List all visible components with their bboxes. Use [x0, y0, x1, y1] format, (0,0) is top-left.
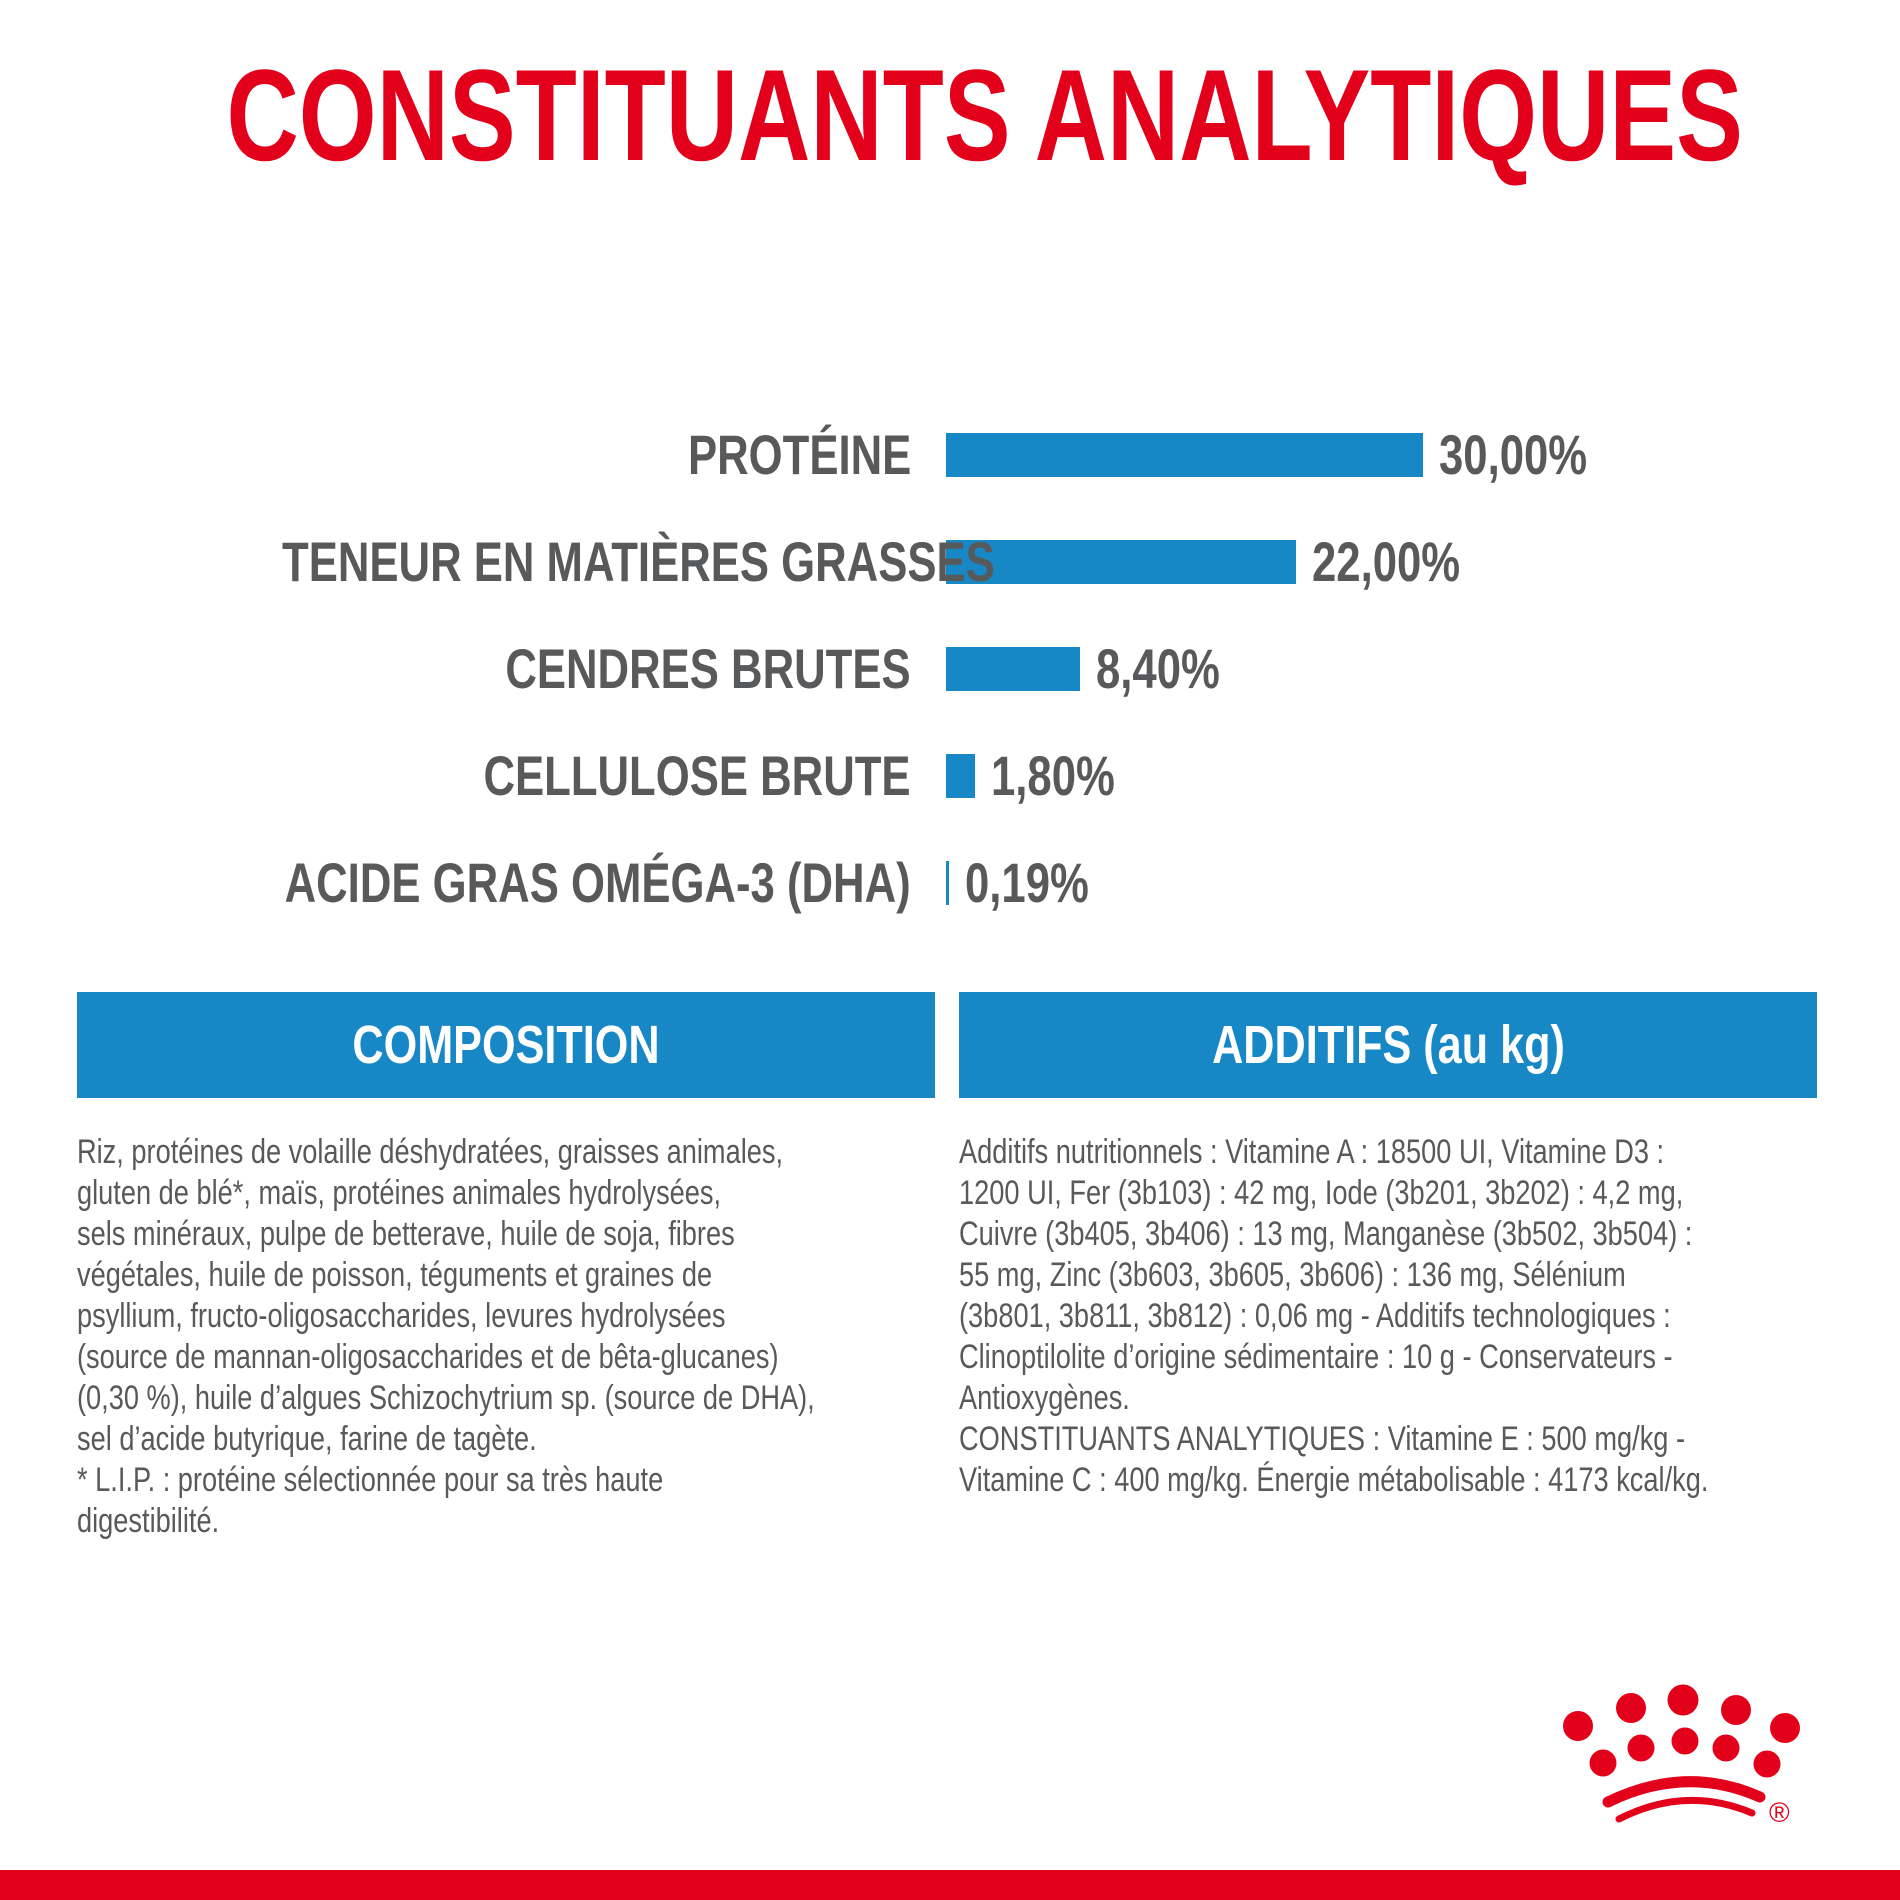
page-title-text: CONSTITUANTS ANALYTIQUES [226, 42, 1743, 188]
additives-header-text: ADDITIFS (au kg) [1211, 1015, 1565, 1075]
text-line: 55 mg, Zinc (3b603, 3b605, 3b606) : 136 … [959, 1256, 1626, 1294]
chart-bar-value: 30,00% [1439, 423, 1588, 486]
text-line: digestibilité. [77, 1502, 220, 1540]
chart-row-label: ACIDE GRAS OMÉGA-3 (DHA) [284, 851, 911, 914]
text-line: * L.I.P. : protéine sélectionnée pour sa… [77, 1461, 664, 1499]
additives-header: ADDITIFS (au kg) [959, 992, 1817, 1098]
composition-text: Riz, protéines de volaille déshydratées,… [77, 1132, 935, 1542]
analytical-chart: PROTÉINE 30,00% TENEUR EN MATIÈRES GRASSES… [81, 401, 1629, 936]
text-line: Vitamine C : 400 mg/kg. Énergie métaboli… [959, 1461, 1709, 1499]
chart-bar [946, 753, 975, 798]
chart-row: TENEUR EN MATIÈRES GRASSES 22,00% [81, 508, 1629, 615]
chart-row-label: TENEUR EN MATIÈRES GRASSES [282, 530, 995, 593]
composition-header: COMPOSITION [77, 992, 935, 1098]
bottom-red-stripe [0, 1870, 1900, 1900]
composition-header-text: COMPOSITION [352, 1015, 660, 1075]
text-line: végétales, huile de poisson, téguments e… [77, 1256, 713, 1294]
text-line: sel d’acide butyrique, farine de tagète. [77, 1420, 537, 1458]
text-line: gluten de blé*, maïs, protéines animales… [77, 1174, 722, 1212]
text-line: CONSTITUANTS ANALYTIQUES : Vitamine E : … [959, 1420, 1686, 1458]
page-title: CONSTITUANTS ANALYTIQUES [0, 50, 1900, 180]
chart-row: ACIDE GRAS OMÉGA-3 (DHA) 0,19% [81, 829, 1629, 936]
chart-row-label: PROTÉINE [687, 423, 911, 486]
text-line: (source de mannan-oligosaccharides et de… [77, 1338, 779, 1376]
chart-bar [946, 860, 950, 905]
chart-row-label: CENDRES BRUTES [505, 637, 911, 700]
chart-row: CENDRES BRUTES 8,40% [81, 615, 1629, 722]
text-line: sels minéraux, pulpe de betterave, huile… [77, 1215, 735, 1253]
chart-bar [946, 432, 1423, 477]
text-line: Clinoptilolite d’origine sédimentaire : … [959, 1338, 1673, 1376]
crown-base-arc-thin [1615, 1796, 1756, 1823]
chart-row-label: CELLULOSE BRUTE [483, 744, 911, 807]
composition-section: COMPOSITION Riz, protéines de volaille d… [77, 992, 935, 1542]
chart-row: PROTÉINE 30,00% [81, 401, 1629, 508]
text-line: (0,30 %), huile d’algues Schizochytrium … [77, 1379, 815, 1417]
crown-dots [1563, 1684, 1800, 1778]
chart-bar-value: 22,00% [1311, 530, 1460, 593]
chart-bar-value: 1,80% [990, 744, 1115, 807]
text-line: Cuivre (3b405, 3b406) : 13 mg, Manganèse… [959, 1215, 1693, 1253]
chart-bar [946, 539, 1296, 584]
text-line: psyllium, fructo-oligosaccharides, levur… [77, 1297, 726, 1335]
crown-base-arc-thick [1602, 1776, 1766, 1808]
text-line: 1200 UI, Fer (3b103) : 42 mg, Iode (3b20… [959, 1174, 1684, 1212]
text-line: Additifs nutritionnels : Vitamine A : 18… [959, 1133, 1665, 1171]
chart-bar-value: 8,40% [1095, 637, 1220, 700]
text-line: Antioxygènes. [959, 1379, 1130, 1417]
additives-text: Additifs nutritionnels : Vitamine A : 18… [959, 1132, 1817, 1501]
chart-row: CELLULOSE BRUTE 1,80% [81, 722, 1629, 829]
info-sections: COMPOSITION Riz, protéines de volaille d… [77, 992, 1817, 1542]
chart-bar [946, 646, 1080, 691]
chart-bar-value: 0,19% [965, 851, 1089, 914]
additives-section: ADDITIFS (au kg) Additifs nutritionnels … [959, 992, 1817, 1542]
registered-trademark-icon: ® [1769, 1797, 1790, 1828]
text-line: (3b801, 3b811, 3b812) : 0,06 mg - Additi… [959, 1297, 1671, 1335]
text-line: Riz, protéines de volaille déshydratées,… [77, 1133, 784, 1171]
royal-canin-crown-logo: ® [1563, 1684, 1800, 1828]
